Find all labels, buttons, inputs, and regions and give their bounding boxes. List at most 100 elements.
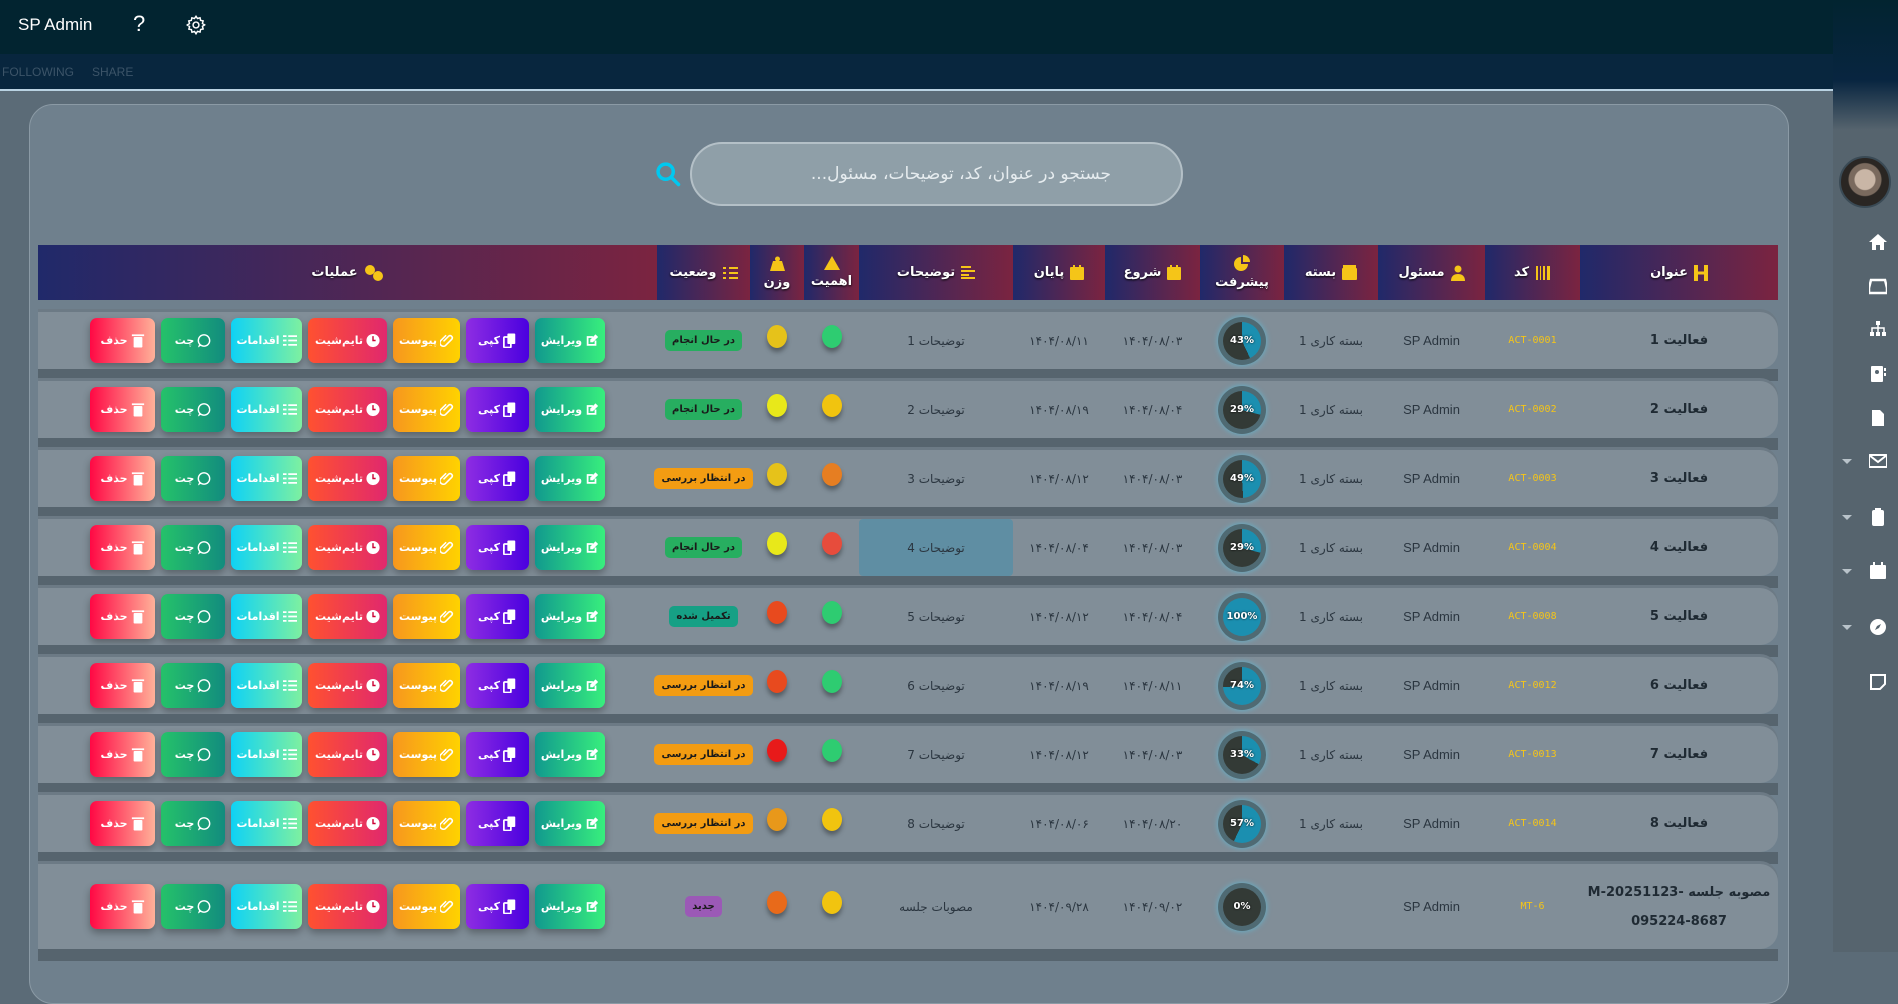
timesheet-button[interactable]: تایم‌شیت bbox=[308, 456, 387, 501]
chat-button[interactable]: چت bbox=[161, 663, 225, 708]
chat-button[interactable]: چت bbox=[161, 884, 225, 929]
attach-button[interactable]: پیوست bbox=[393, 594, 460, 639]
copy-button[interactable]: کپی bbox=[466, 456, 529, 501]
actions-button[interactable]: اقدامات bbox=[231, 387, 302, 432]
timesheet-button[interactable]: تایم‌شیت bbox=[308, 801, 387, 846]
delete-button[interactable]: حذف bbox=[90, 663, 155, 708]
header-status[interactable]: وضعیت bbox=[657, 245, 750, 300]
header-desc[interactable]: توضیحات bbox=[859, 245, 1013, 300]
timesheet-button[interactable]: تایم‌شیت bbox=[308, 594, 387, 639]
copy-button[interactable]: کپی bbox=[466, 801, 529, 846]
home-icon[interactable] bbox=[1869, 233, 1887, 251]
actions-button[interactable]: اقدامات bbox=[231, 525, 302, 570]
calendar-icon[interactable] bbox=[1869, 562, 1887, 580]
header-owner[interactable]: مسئول bbox=[1378, 245, 1485, 300]
attach-button[interactable]: پیوست bbox=[393, 525, 460, 570]
document-icon[interactable] bbox=[1869, 409, 1887, 427]
row-title[interactable]: فعالیت 6 bbox=[1580, 657, 1778, 714]
help-icon[interactable]: ? bbox=[133, 11, 146, 36]
row-title[interactable]: فعالیت 7 bbox=[1580, 726, 1778, 783]
search-icon[interactable] bbox=[654, 160, 682, 188]
note-icon[interactable] bbox=[1869, 673, 1887, 691]
row-title[interactable]: فعالیت 4 bbox=[1580, 519, 1778, 576]
table-row[interactable]: فعالیت 5 ACT-0008 SP Admin بسته کاری 1 100% ۱… bbox=[38, 588, 1778, 645]
delete-button[interactable]: حذف bbox=[90, 318, 155, 363]
edit-button[interactable]: ویرایش bbox=[535, 884, 605, 929]
edit-button[interactable]: ویرایش bbox=[535, 318, 605, 363]
inbox-icon[interactable] bbox=[1869, 277, 1887, 295]
timesheet-button[interactable]: تایم‌شیت bbox=[308, 525, 387, 570]
row-title[interactable]: فعالیت 1 bbox=[1580, 312, 1778, 369]
edit-button[interactable]: ویرایش bbox=[535, 525, 605, 570]
header-weight[interactable]: وزن bbox=[750, 245, 804, 300]
table-row[interactable]: فعالیت 1 ACT-0001 SP Admin بسته کاری 1 43% ۱۴… bbox=[38, 312, 1778, 369]
edit-button[interactable]: ویرایش bbox=[535, 456, 605, 501]
header-code[interactable]: کد bbox=[1485, 245, 1580, 300]
caret-down-icon[interactable] bbox=[1842, 515, 1852, 520]
attach-button[interactable]: پیوست bbox=[393, 732, 460, 777]
header-start[interactable]: شروع bbox=[1105, 245, 1200, 300]
timesheet-button[interactable]: تایم‌شیت bbox=[308, 884, 387, 929]
header-progress[interactable]: پیشرفت bbox=[1200, 245, 1284, 300]
edit-button[interactable]: ویرایش bbox=[535, 663, 605, 708]
timesheet-button[interactable]: تایم‌شیت bbox=[308, 318, 387, 363]
delete-button[interactable]: حذف bbox=[90, 456, 155, 501]
edit-button[interactable]: ویرایش bbox=[535, 387, 605, 432]
caret-down-icon[interactable] bbox=[1842, 569, 1852, 574]
chat-button[interactable]: چت bbox=[161, 732, 225, 777]
actions-button[interactable]: اقدامات bbox=[231, 594, 302, 639]
actions-button[interactable]: اقدامات bbox=[231, 318, 302, 363]
timesheet-button[interactable]: تایم‌شیت bbox=[308, 732, 387, 777]
timesheet-button[interactable]: تایم‌شیت bbox=[308, 387, 387, 432]
avatar[interactable] bbox=[1839, 156, 1891, 208]
chat-button[interactable]: چت bbox=[161, 456, 225, 501]
table-row[interactable]: فعالیت 4 ACT-0004 SP Admin بسته کاری 1 29% ۱۴… bbox=[38, 519, 1778, 576]
delete-button[interactable]: حذف bbox=[90, 884, 155, 929]
table-row[interactable]: فعالیت 8 ACT-0014 SP Admin بسته کاری 1 57% ۱۴… bbox=[38, 795, 1778, 852]
copy-button[interactable]: کپی bbox=[466, 525, 529, 570]
row-title[interactable]: فعالیت 2 bbox=[1580, 381, 1778, 438]
actions-button[interactable]: اقدامات bbox=[231, 801, 302, 846]
copy-button[interactable]: کپی bbox=[466, 387, 529, 432]
edit-button[interactable]: ویرایش bbox=[535, 594, 605, 639]
edit-button[interactable]: ویرایش bbox=[535, 732, 605, 777]
header-end[interactable]: پایان bbox=[1013, 245, 1105, 300]
timesheet-button[interactable]: تایم‌شیت bbox=[308, 663, 387, 708]
chat-button[interactable]: چت bbox=[161, 801, 225, 846]
caret-down-icon[interactable] bbox=[1842, 459, 1852, 464]
chat-button[interactable]: چت bbox=[161, 525, 225, 570]
search-input[interactable] bbox=[692, 144, 1181, 204]
actions-button[interactable]: اقدامات bbox=[231, 663, 302, 708]
table-row[interactable]: فعالیت 6 ACT-0012 SP Admin بسته کاری 1 74% ۱۴… bbox=[38, 657, 1778, 714]
delete-button[interactable]: حذف bbox=[90, 594, 155, 639]
copy-button[interactable]: کپی bbox=[466, 318, 529, 363]
header-importance[interactable]: اهمیت bbox=[804, 245, 859, 300]
caret-down-icon[interactable] bbox=[1842, 625, 1852, 630]
table-row[interactable]: فعالیت 2 ACT-0002 SP Admin بسته کاری 1 29% ۱۴… bbox=[38, 381, 1778, 438]
actions-button[interactable]: اقدامات bbox=[231, 884, 302, 929]
share-link[interactable]: SHARE bbox=[92, 65, 134, 79]
actions-button[interactable]: اقدامات bbox=[231, 456, 302, 501]
delete-button[interactable]: حذف bbox=[90, 801, 155, 846]
copy-button[interactable]: کپی bbox=[466, 594, 529, 639]
attach-button[interactable]: پیوست bbox=[393, 884, 460, 929]
attach-button[interactable]: پیوست bbox=[393, 663, 460, 708]
header-title[interactable]: عنوان bbox=[1580, 245, 1778, 300]
delete-button[interactable]: حذف bbox=[90, 732, 155, 777]
delete-button[interactable]: حذف bbox=[90, 387, 155, 432]
attach-button[interactable]: پیوست bbox=[393, 318, 460, 363]
contact-book-icon[interactable] bbox=[1869, 365, 1887, 383]
copy-button[interactable]: کپی bbox=[466, 884, 529, 929]
header-package[interactable]: بسته bbox=[1284, 245, 1378, 300]
sitemap-icon[interactable] bbox=[1869, 320, 1887, 338]
attach-button[interactable]: پیوست bbox=[393, 801, 460, 846]
table-row[interactable]: مصوبه جلسه -M-20251123 095224-8687 MT-6 SP … bbox=[38, 864, 1778, 949]
table-row[interactable]: فعالیت 7 ACT-0013 SP Admin بسته کاری 1 33% ۱۴… bbox=[38, 726, 1778, 783]
clipboard-icon[interactable] bbox=[1869, 508, 1887, 526]
chat-button[interactable]: چت bbox=[161, 594, 225, 639]
compass-icon[interactable] bbox=[1869, 618, 1887, 636]
chat-button[interactable]: چت bbox=[161, 387, 225, 432]
row-title[interactable]: فعالیت 3 bbox=[1580, 450, 1778, 507]
edit-button[interactable]: ویرایش bbox=[535, 801, 605, 846]
row-title[interactable]: مصوبه جلسه -M-20251123 095224-8687 bbox=[1580, 864, 1778, 949]
